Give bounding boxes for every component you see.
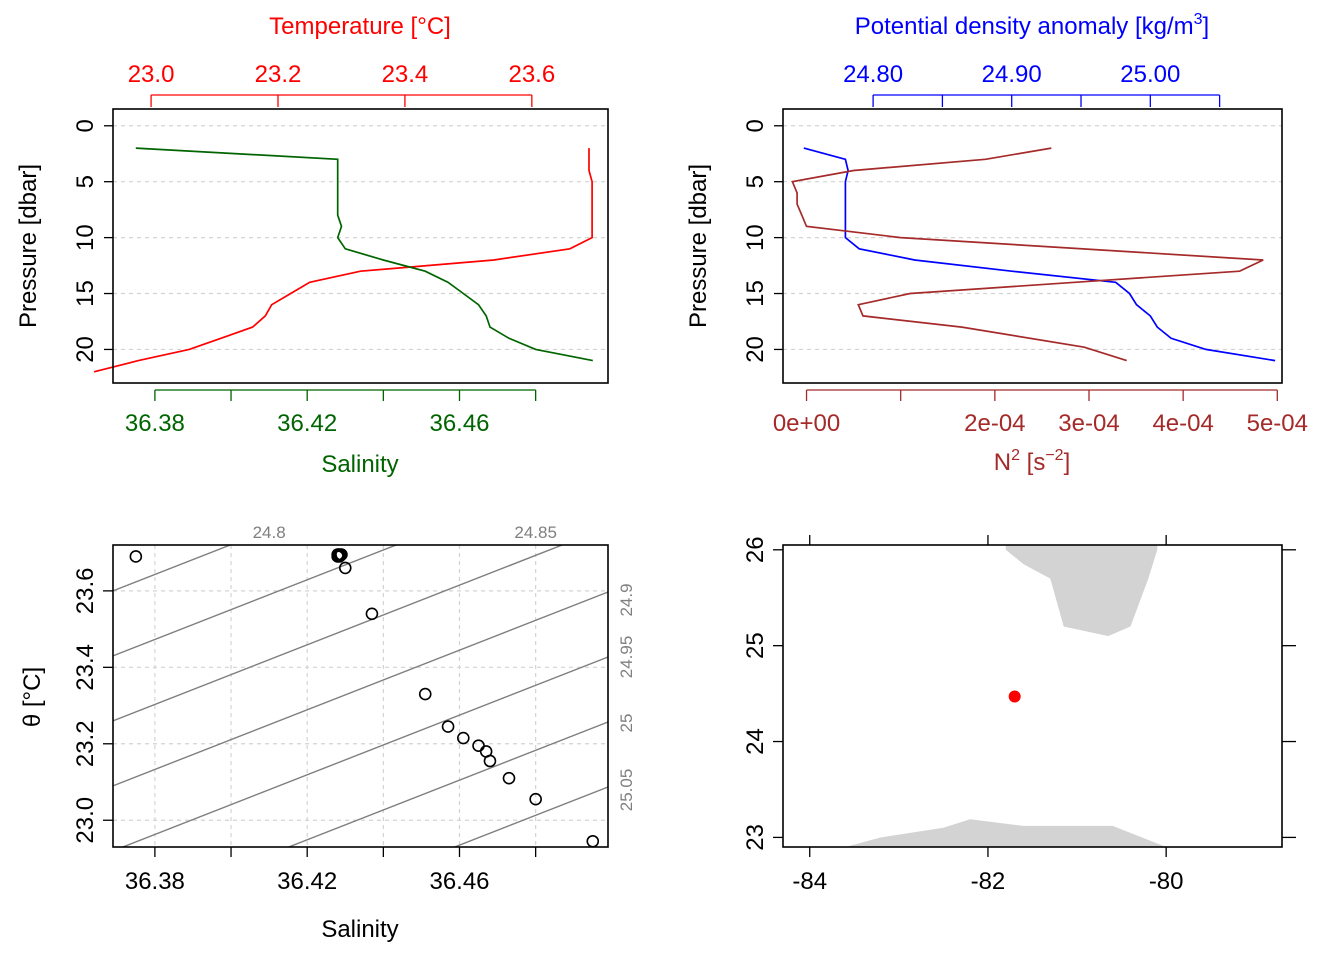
ts-point	[586, 834, 600, 848]
ts-point	[129, 550, 143, 563]
plot-frame	[782, 108, 1283, 384]
y-tick-label: 23.2	[72, 720, 99, 767]
y-tick-label: 23.0	[72, 797, 99, 844]
ts-point	[502, 771, 516, 785]
isopycnal-line	[452, 786, 608, 847]
ts-point	[483, 754, 497, 768]
isopycnal-line	[113, 545, 233, 592]
isopycnal-label: 25.05	[617, 769, 636, 812]
ts-point	[441, 720, 455, 733]
bottom-tick-label: 3e-04	[1058, 410, 1119, 437]
bottom-tick-label: 4e-04	[1152, 410, 1213, 437]
top-tick-label: 23.4	[382, 61, 429, 88]
isopycnal-line	[286, 721, 608, 847]
y-tick-label: 25	[742, 632, 769, 659]
isopycnal-line	[113, 591, 608, 787]
density-axis-title: Potential density anomaly [kg/m3]	[855, 11, 1209, 40]
plot-frame	[112, 544, 609, 848]
station-marker	[1008, 690, 1021, 703]
top-tick-label: 23.6	[508, 61, 555, 88]
bottom-tick-label: 36.38	[125, 410, 185, 437]
isopycnal-line	[113, 545, 399, 657]
top-tick-label: 24.90	[982, 61, 1042, 88]
y-tick-label: 23.4	[72, 644, 99, 691]
y-tick-label: 10	[742, 224, 769, 251]
x-tick-label: -82	[971, 868, 1006, 895]
temperature-axis-title: Temperature [°C]	[269, 13, 451, 40]
bottom-tick-label: 0e+00	[773, 410, 840, 437]
ts-point	[418, 687, 432, 701]
isopycnal-line	[113, 545, 565, 722]
y-tick-label: 20	[72, 336, 99, 363]
y-tick-label: 15	[72, 280, 99, 307]
pressure-axis-title-2: Pressure [dbar]	[685, 164, 712, 328]
series-line-1	[791, 147, 1264, 362]
y-tick-label: 23.6	[72, 568, 99, 615]
isopycnal-label: 24.95	[617, 636, 636, 679]
ts-salinity-axis-title: Salinity	[321, 916, 398, 943]
plot-frame	[782, 544, 1283, 848]
x-tick-label: -80	[1149, 868, 1184, 895]
y-tick-label: 5	[72, 175, 99, 188]
y-tick-label: 0	[742, 119, 769, 132]
series-line-1	[135, 147, 593, 362]
profile-density-panel: Potential density anomaly [kg/m3] N2 [s−…	[685, 11, 1308, 476]
ts-point	[335, 548, 348, 561]
ts-point	[529, 792, 542, 806]
isopycnal-lines	[113, 545, 608, 847]
y-tick-label: 20	[742, 336, 769, 363]
theta-axis-title: θ [°C]	[19, 667, 46, 727]
ts-point	[472, 739, 485, 752]
x-tick-label: -84	[792, 868, 827, 895]
ts-point	[457, 731, 470, 745]
top-tick-label: 25.00	[1120, 61, 1180, 88]
y-tick-label: 23	[742, 824, 769, 851]
x-tick-label: 36.42	[277, 868, 337, 895]
station-map-panel: -84 -82 -80 23 24 25 26	[742, 535, 1296, 895]
isopycnal-label: 24.8	[253, 523, 286, 542]
y-tick-label: 10	[72, 224, 99, 251]
y-tick-label: 15	[742, 280, 769, 307]
ts-point	[365, 607, 379, 621]
bottom-tick-label: 36.46	[429, 410, 489, 437]
top-tick-label: 24.80	[843, 61, 903, 88]
ts-diagram-panel: Salinity θ [°C] 24.8 24.85 24.9 24.95 25 25.0…	[19, 523, 636, 943]
top-tick-label: 23.2	[255, 61, 302, 88]
top-tick-label: 23.0	[128, 61, 175, 88]
bottom-tick-label: 2e-04	[964, 410, 1025, 437]
y-tick-label: 5	[742, 175, 769, 188]
bottom-tick-label: 36.42	[277, 410, 337, 437]
series-line-0	[93, 148, 593, 373]
isopycnal-label: 24.85	[514, 523, 557, 542]
plot-frame	[112, 108, 609, 384]
x-tick-label: 36.38	[125, 868, 185, 895]
x-tick-label: 36.46	[429, 868, 489, 895]
pressure-axis-title: Pressure [dbar]	[15, 164, 42, 328]
bottom-tick-label: 5e-04	[1247, 410, 1308, 437]
y-tick-label: 24	[742, 728, 769, 755]
y-tick-label: 26	[742, 536, 769, 563]
salinity-axis-title: Salinity	[321, 451, 398, 478]
land	[845, 545, 1167, 847]
isopycnal-label: 24.9	[617, 583, 636, 616]
cuba-land	[845, 819, 1167, 847]
florida-land	[1005, 545, 1158, 637]
isopycnal-label: 25	[617, 714, 636, 733]
isopycnal-line	[120, 656, 608, 847]
series-line-0	[803, 147, 1276, 362]
ts-point	[338, 561, 352, 575]
n2-axis-title: N2 [s−2]	[994, 447, 1071, 476]
profile-ts-panel: Temperature [°C] Salinity Pressure [dbar…	[15, 13, 609, 478]
y-tick-label: 0	[72, 119, 99, 132]
